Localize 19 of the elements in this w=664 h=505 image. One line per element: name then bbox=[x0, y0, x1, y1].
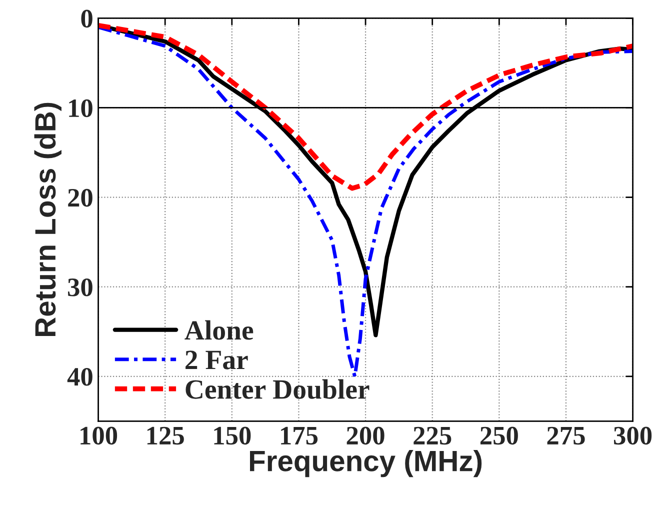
y-tick-label: 30 bbox=[68, 278, 92, 296]
x-axis-title: Frequency (MHz) bbox=[250, 450, 482, 478]
y-tick-label: 40 bbox=[67, 368, 92, 386]
y-axis-title: Return Loss (dB) bbox=[34, 102, 62, 336]
x-tick-label: 150 bbox=[214, 426, 251, 445]
legend-label: Center Doubler bbox=[186, 379, 370, 399]
x-tick-label: 250 bbox=[480, 426, 518, 445]
x-tick-label: 175 bbox=[281, 426, 318, 445]
y-tick-label: 10 bbox=[69, 99, 92, 118]
x-tick-label: 200 bbox=[346, 426, 384, 445]
legend-label: 2 Far bbox=[186, 350, 248, 370]
x-tick-label: 100 bbox=[80, 426, 118, 445]
x-tick-label: 300 bbox=[614, 426, 652, 445]
legend-label: Alone bbox=[184, 320, 254, 340]
x-tick-label: 275 bbox=[547, 426, 585, 445]
y-tick-label: 0 bbox=[81, 10, 92, 28]
y-tick-label: 20 bbox=[68, 188, 92, 207]
x-tick-label: 225 bbox=[414, 426, 452, 445]
x-tick-label: 125 bbox=[147, 426, 184, 445]
